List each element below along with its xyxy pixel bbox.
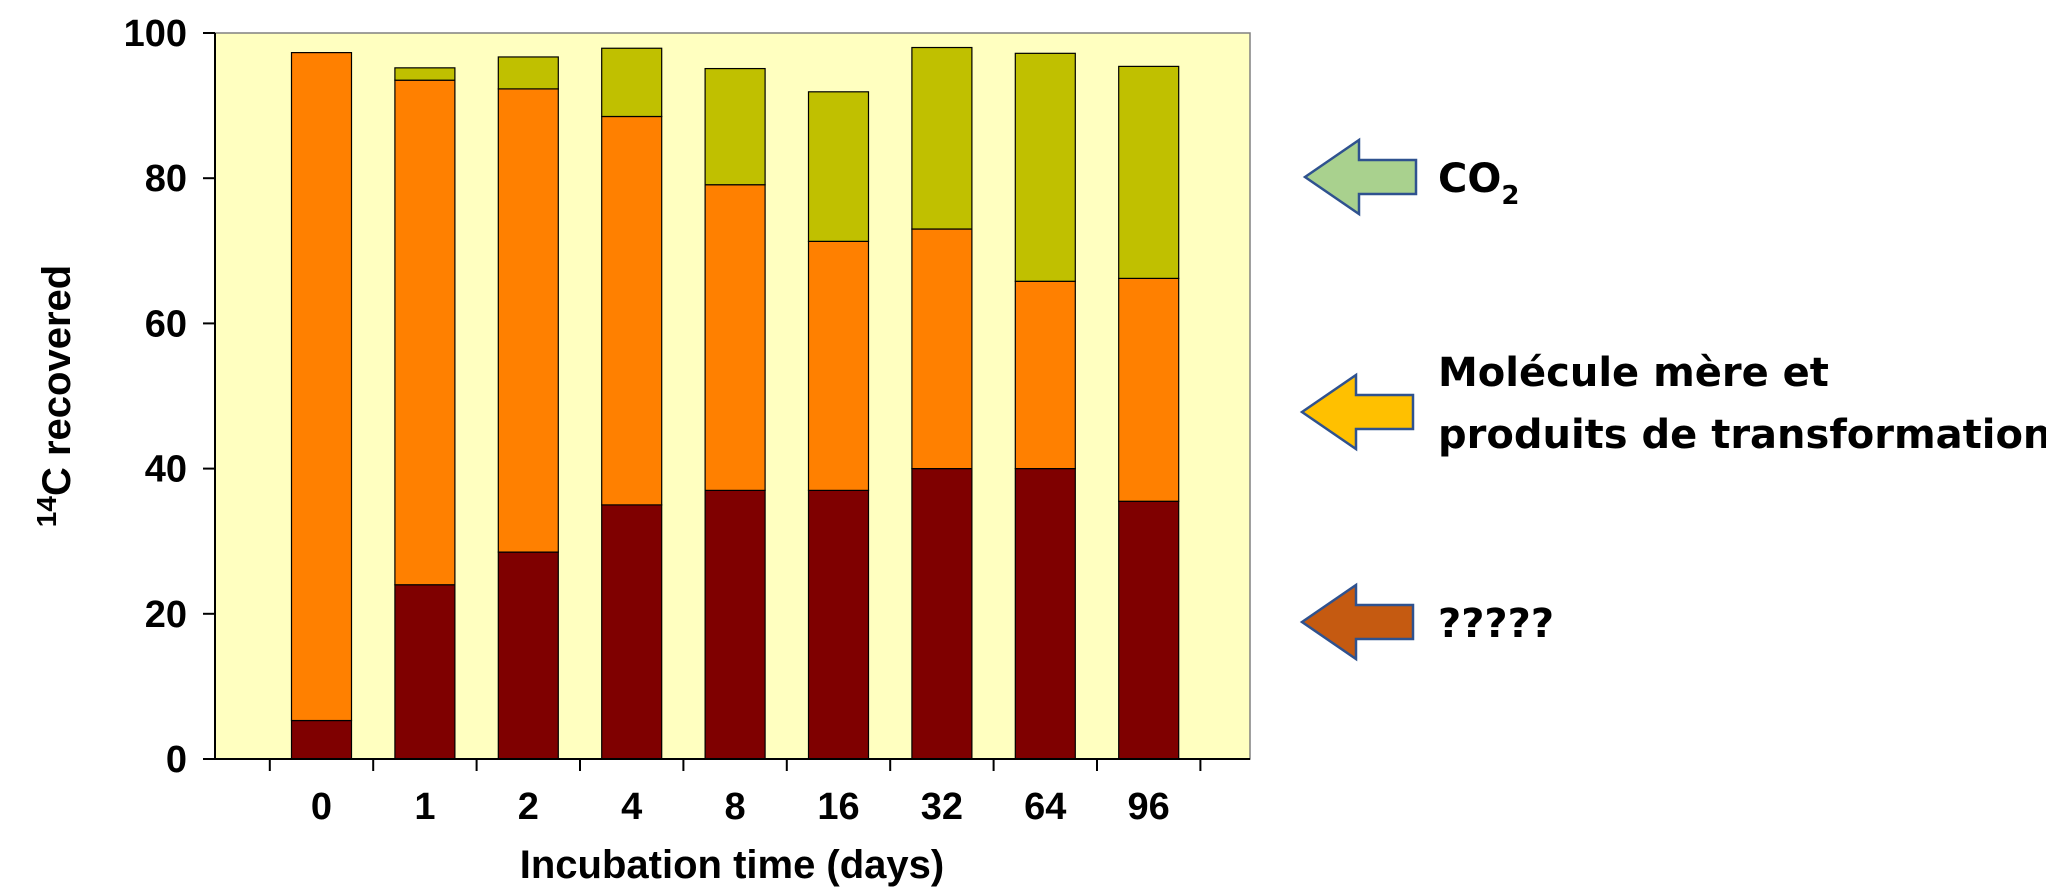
- bar-parent-0: [290, 52, 353, 722]
- y-tick-label-40: 40: [145, 449, 187, 491]
- legend-arrow-co2: [1302, 137, 1418, 217]
- y-axis-label-text: C recovered: [35, 265, 79, 496]
- legend-label-parent-line1: Molécule mère et: [1438, 350, 1829, 396]
- legend-arrow-parent: [1299, 372, 1415, 452]
- bar-co2-32: [911, 46, 973, 230]
- bar-unknown-1: [394, 584, 456, 760]
- legend-label-unknown: ?????: [1438, 601, 1554, 647]
- x-tick-label-8: 8: [725, 786, 746, 828]
- bar-unknown-64: [1014, 468, 1076, 760]
- legend-arrow-unknown: [1299, 582, 1415, 662]
- bar-parent-4: [601, 115, 663, 506]
- bar-parent-96: [1118, 277, 1180, 502]
- bar-co2-2: [497, 56, 559, 90]
- bar-unknown-96: [1118, 500, 1180, 760]
- y-axis-label: 14C recovered: [31, 265, 79, 527]
- x-tick-label-32: 32: [921, 786, 963, 828]
- legend-co2: CO2: [1302, 137, 1519, 217]
- legend-label-parent-line2: produits de transformation: [1438, 412, 2046, 458]
- bar-co2-4: [601, 47, 663, 118]
- y-axis-label-superscript: 14: [31, 496, 62, 528]
- bar-co2-64: [1014, 52, 1076, 282]
- x-tick-label-16: 16: [817, 786, 859, 828]
- bar-parent-32: [911, 228, 973, 470]
- x-tick-label-0: 0: [311, 786, 332, 828]
- bar-unknown-0: [290, 719, 353, 760]
- bar-unknown-2: [497, 551, 559, 760]
- legend-label-co2-main: CO: [1438, 156, 1501, 202]
- bar-unknown-32: [911, 468, 973, 760]
- bar-unknown-4: [601, 504, 663, 760]
- x-tick-label-64: 64: [1024, 786, 1066, 828]
- bar-parent-64: [1014, 280, 1076, 470]
- bar-co2-8: [704, 67, 766, 186]
- y-tick-label-20: 20: [145, 594, 187, 636]
- y-tick-label-80: 80: [145, 158, 187, 200]
- bar-unknown-8: [704, 489, 766, 760]
- y-tick-label-0: 0: [166, 739, 187, 781]
- y-tick-label-60: 60: [145, 303, 187, 345]
- x-tick-label-2: 2: [518, 786, 539, 828]
- legend-unknown: ?????: [1299, 582, 1554, 662]
- bar-parent-16: [807, 240, 870, 491]
- x-tick-label-96: 96: [1128, 786, 1170, 828]
- x-tick-label-4: 4: [621, 786, 642, 828]
- bar-parent-8: [704, 184, 766, 491]
- bar-parent-2: [497, 88, 559, 553]
- y-tick-label-100: 100: [124, 13, 187, 55]
- bar-co2-1: [394, 67, 456, 81]
- legend-label-co2: CO2: [1438, 156, 1519, 211]
- bar-co2-16: [807, 91, 870, 242]
- x-axis-label: Incubation time (days): [520, 843, 945, 887]
- legend-label-co2-sub: 2: [1501, 181, 1519, 211]
- bar-unknown-16: [807, 489, 870, 760]
- bar-parent-1: [394, 79, 456, 586]
- x-tick-label-1: 1: [414, 786, 435, 828]
- bar-co2-96: [1118, 65, 1180, 279]
- legend-parent: Molécule mère et produits de transformat…: [1299, 350, 2046, 458]
